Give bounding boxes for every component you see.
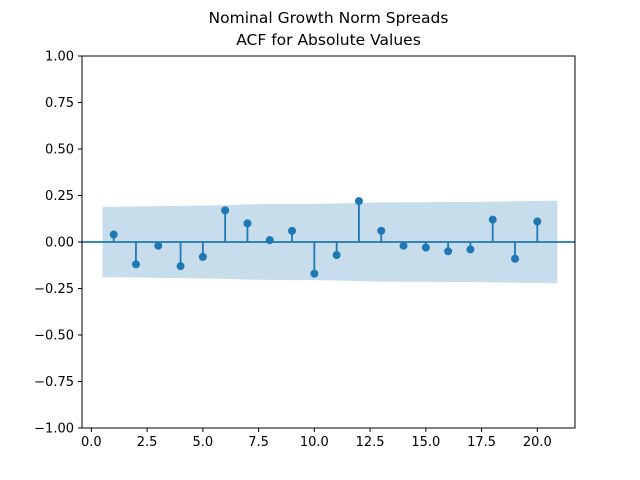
y-tick-label: 1.00 (45, 50, 74, 65)
acf-point (176, 262, 185, 271)
x-tick-label: 17.5 (467, 435, 496, 450)
x-tick-label: 20.0 (523, 435, 552, 450)
acf-point (421, 243, 430, 252)
acf-point (332, 251, 341, 260)
x-tick-label: 15.0 (411, 435, 440, 450)
y-tick-label: −0.50 (34, 329, 74, 344)
acf-point (221, 206, 230, 215)
acf-point (399, 241, 408, 250)
acf-point (444, 247, 453, 256)
x-tick-label: 0.0 (81, 435, 102, 450)
acf-point (533, 217, 542, 226)
y-tick-label: 0.50 (45, 143, 74, 158)
y-tick-label: −1.00 (34, 422, 74, 437)
acf-point (154, 241, 163, 250)
acf-point (310, 269, 319, 278)
acf-point (511, 254, 520, 263)
chart-title-line2: ACF for Absolute Values (236, 31, 421, 49)
acf-point (198, 252, 207, 261)
y-tick-label: 0.00 (45, 236, 74, 251)
acf-point (265, 236, 274, 245)
chart-title-line1: Nominal Growth Norm Spreads (208, 9, 449, 27)
acf-point (131, 260, 140, 269)
y-tick-label: 0.25 (45, 189, 74, 204)
chart-title: Nominal Growth Norm Spreads ACF for Abso… (82, 7, 575, 51)
acf-point (109, 230, 118, 239)
acf-point (243, 219, 252, 228)
x-tick-label: 10.0 (300, 435, 329, 450)
acf-point (488, 215, 497, 224)
x-tick-label: 5.0 (193, 435, 214, 450)
acf-point (377, 226, 386, 235)
acf-point (354, 197, 363, 206)
y-tick-label: 0.75 (45, 96, 74, 111)
x-tick-label: 12.5 (356, 435, 385, 450)
y-tick-label: −0.25 (34, 282, 74, 297)
acf-point (466, 245, 475, 254)
y-tick-label: −0.75 (34, 375, 74, 390)
x-tick-label: 7.5 (248, 435, 269, 450)
acf-point (288, 226, 297, 235)
x-tick-label: 2.5 (137, 435, 158, 450)
